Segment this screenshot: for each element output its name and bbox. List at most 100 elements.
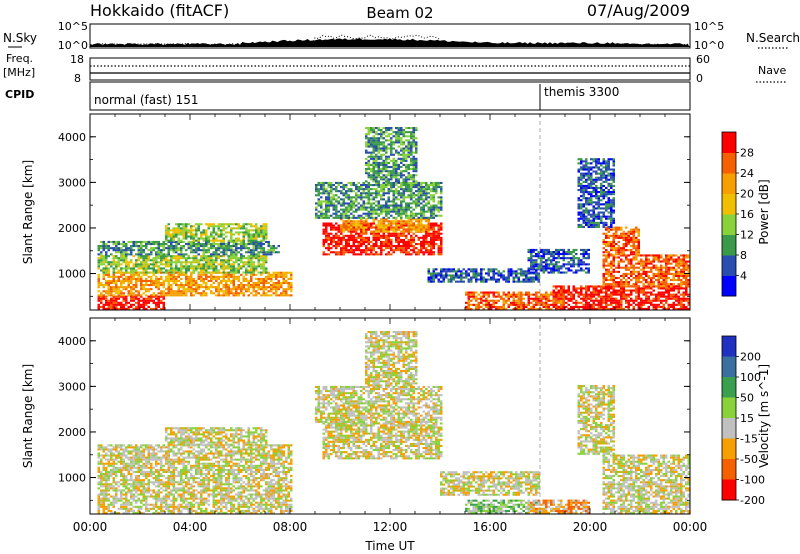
velocity-colorbar-swatch [722,397,736,419]
freq-label: Freq. [6,52,33,65]
date-title: 07/Aug/2009 [587,1,690,20]
velocity-colorbar: 200 100 50 15 -15 -50 -100 -200 [721,335,765,507]
freq-unit-label: [MHz] [3,66,35,79]
velocity-region-4 [365,331,418,387]
nsearch-trace [90,34,691,46]
velocity-region-1 [165,427,268,446]
power-region-11 [552,285,690,310]
power-colorbar-swatch [722,152,736,174]
velocity-colorbar-swatch [722,356,736,378]
velocity-colorbar-swatch [722,377,736,398]
power-region-1 [97,271,293,297]
velocity-region-2 [322,422,443,460]
velocity-region-7 [527,499,590,514]
velocity-colorbar-label: Velocity [m s^-1] [757,364,771,468]
power-colorbar-swatch [722,275,736,297]
freq-tick-low: 8 [74,72,81,85]
freq-panel [89,57,691,81]
power-region-0 [97,295,165,310]
power-colorbar: 4 8 12 16 20 24 28 [721,131,754,297]
velocity-region-9 [577,385,615,455]
freq-tick-high: 18 [70,53,84,66]
velocity-region-8 [602,454,690,514]
velocity-colorbar-tick: -200 [740,494,765,507]
power-region-6 [340,218,430,233]
velocity-heatmap-data [97,318,690,514]
nsky-label: N.Sky [3,31,37,45]
velocity-ytick-label: 4000 [58,335,86,348]
nave-tick-low: 0 [696,72,703,85]
velocity-colorbar-tick: 15 [740,412,754,425]
velocity-region-6 [465,499,540,514]
power-ytick-label: 1000 [58,268,86,281]
velocity-colorbar-tick: 50 [740,392,754,405]
nsearch-tick-high: 10^5 [694,20,724,33]
nave-tick-high: 60 [696,53,710,66]
power-colorbar-swatch [722,214,736,235]
time-tick-label: 20:00 [573,520,608,534]
power-ytick-label: 2000 [58,222,86,235]
velocity-colorbar-tick: -15 [740,433,758,446]
velocity-colorbar-swatch [722,438,736,460]
nsky-tick-low: 10^0 [58,39,88,52]
cpid-mode-2: themis 3300 [544,85,619,99]
velocity-colorbar-tick: -100 [740,474,765,487]
power-axes: 1000 2000 3000 4000 [58,114,691,310]
power-region-15 [527,248,590,274]
time-axis-label: Time UT [364,539,415,553]
power-colorbar-tick: 8 [740,249,747,262]
power-colorbar-tick: 4 [740,270,747,283]
cpid-mode-1: normal (fast) 151 [94,93,198,107]
time-tick-label: 08:00 [273,520,308,534]
power-colorbar-tick: 24 [740,167,754,180]
time-tick-label: 16:00 [473,520,508,534]
time-tick-label: 12:00 [373,520,408,534]
velocity-colorbar-swatch [722,459,736,480]
velocity-ytick-label: 2000 [58,426,86,439]
velocity-region-3 [315,385,443,423]
velocity-ytick-label: 1000 [58,472,86,485]
power-colorbar-label: Power [dB] [757,179,771,244]
velocity-ytick-label: 3000 [58,380,86,393]
nave-label: Nave [758,64,786,77]
power-region-13 [602,226,640,256]
nsky-tick-high: 10^5 [58,20,88,33]
velocity-colorbar-tick: 100 [740,371,761,384]
velocity-colorbar-swatch [722,418,736,439]
power-heatmap-data [97,114,690,310]
power-region-8 [365,127,418,183]
power-ytick-label: 4000 [58,131,86,144]
velocity-colorbar-swatch [722,479,736,501]
power-colorbar-tick: 12 [740,229,754,242]
velocity-region-0 [97,444,293,514]
power-region-7 [315,181,443,219]
beam-title: Beam 02 [366,4,433,22]
velocity-axes: 1000 2000 3000 4000 [58,318,691,514]
time-tick-label: 00:00 [673,520,708,534]
station-title: Hokkaido (fitACF) [90,1,229,20]
power-colorbar-swatch [722,234,736,256]
nsky-panel [89,23,691,49]
nsearch-label: N.Search [746,31,800,45]
power-colorbar-tick: 28 [740,147,754,160]
time-tick-label: 00:00 [73,520,108,534]
time-tick-label: 04:00 [173,520,208,534]
power-colorbar-swatch [722,173,736,194]
power-ytick-label: 3000 [58,176,86,189]
velocity-colorbar-tick: -50 [740,453,758,466]
velocity-region-5 [440,471,540,496]
velocity-colorbar-swatch [722,336,736,357]
power-colorbar-tick: 16 [740,208,754,221]
power-region-4 [165,223,268,242]
power-ylabel: Slant Range [km] [21,160,35,264]
power-region-2 [97,255,268,274]
power-region-12 [602,254,690,288]
power-colorbar-swatch [722,193,736,215]
power-region-3 [97,240,280,256]
power-region-9 [427,268,540,283]
power-colorbar-swatch [722,255,736,276]
velocity-ylabel: Slant Range [km] [21,364,35,468]
nsearch-tick-low: 10^0 [694,39,724,52]
power-region-14 [577,158,615,228]
